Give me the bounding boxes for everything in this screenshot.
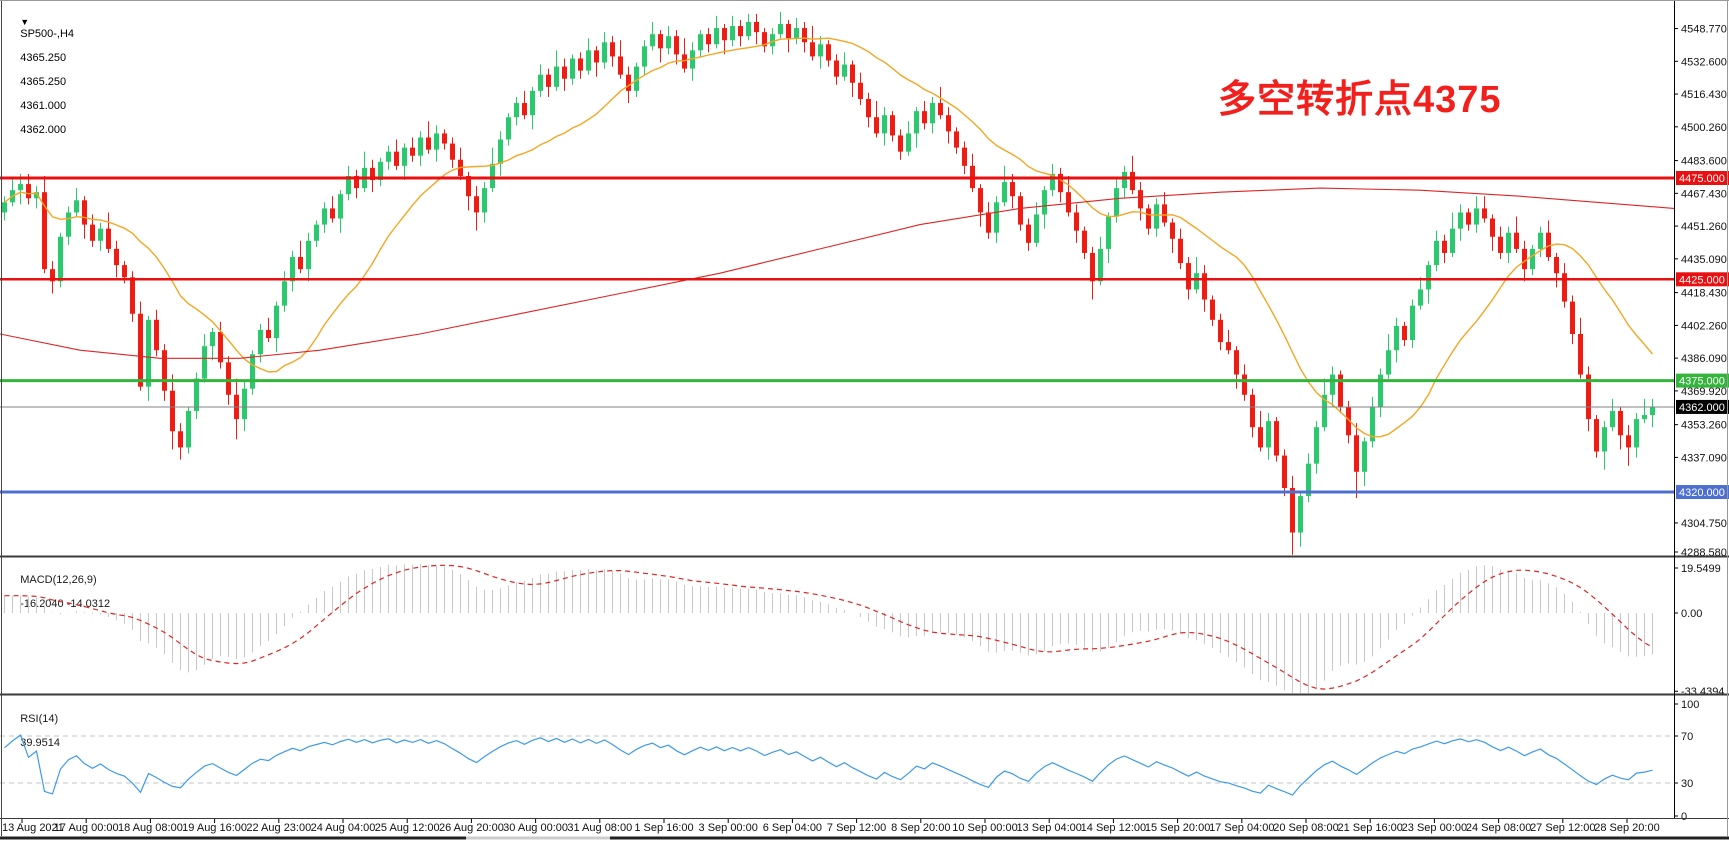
symbol-title: SP500-,H4: [20, 28, 75, 40]
svg-text:4516.430: 4516.430: [1681, 89, 1727, 101]
svg-text:1 Sep 16:00: 1 Sep 16:00: [634, 822, 693, 834]
svg-text:10 Sep 00:00: 10 Sep 00:00: [952, 822, 1017, 834]
quote-close: 4362.000: [20, 124, 67, 136]
quote-open: 4365.250: [20, 52, 67, 64]
macd-pane: 19.5499 0.00 -33.4394: [4, 563, 1724, 698]
rsi-indicator-label: RSI(14) 39.9514: [8, 701, 60, 761]
svg-text:4362.000: 4362.000: [1679, 402, 1725, 414]
svg-text:4353.260: 4353.260: [1681, 420, 1727, 432]
svg-text:4320.000: 4320.000: [1679, 487, 1725, 499]
svg-text:6 Sep 04:00: 6 Sep 04:00: [763, 822, 822, 834]
svg-text:4386.090: 4386.090: [1681, 353, 1727, 365]
svg-text:28 Sep 20:00: 28 Sep 20:00: [1594, 822, 1659, 834]
svg-text:17 Sep 04:00: 17 Sep 04:00: [1209, 822, 1274, 834]
svg-text:4375.000: 4375.000: [1679, 376, 1725, 388]
ma-fast-line: [4, 37, 1654, 438]
svg-text:4532.600: 4532.600: [1681, 56, 1727, 68]
quote-high: 4365.250: [20, 76, 67, 88]
rsi-name: RSI(14): [20, 713, 59, 725]
macd-values: -16.2040 -14.0312: [20, 598, 111, 610]
svg-text:4304.750: 4304.750: [1681, 518, 1727, 530]
svg-text:-33.4394: -33.4394: [1681, 686, 1724, 698]
svg-text:4500.260: 4500.260: [1681, 122, 1727, 134]
symbol-dropdown-icon[interactable]: ▼: [20, 17, 30, 27]
price-axis: 4548.770 4532.600 4516.430 4500.260 4483.600…: [1674, 24, 1727, 559]
svg-text:18 Aug 08:00: 18 Aug 08:00: [118, 822, 183, 834]
svg-text:30 Aug 00:00: 30 Aug 00:00: [503, 822, 568, 834]
svg-text:24 Sep 08:00: 24 Sep 08:00: [1466, 822, 1531, 834]
svg-text:31 Aug 08:00: 31 Aug 08:00: [567, 822, 632, 834]
svg-text:23 Sep 00:00: 23 Sep 00:00: [1402, 822, 1467, 834]
svg-text:21 Sep 16:00: 21 Sep 16:00: [1337, 822, 1402, 834]
svg-text:25 Aug 12:00: 25 Aug 12:00: [375, 822, 440, 834]
svg-text:19 Aug 16:00: 19 Aug 16:00: [182, 822, 247, 834]
svg-text:26 Aug 20:00: 26 Aug 20:00: [439, 822, 504, 834]
svg-text:4483.600: 4483.600: [1681, 156, 1727, 168]
candles-layer: [2, 11, 1655, 555]
rsi-line: [4, 734, 1653, 796]
svg-text:4451.260: 4451.260: [1681, 221, 1727, 233]
rsi-pane: 100 70 30 0: [0, 699, 1699, 823]
symbol-header: ▼ SP500-,H4 4365.250 4365.250 4361.000 4…: [8, 4, 74, 148]
rsi-value: 39.9514: [20, 737, 60, 749]
macd-name: MACD(12,26,9): [20, 574, 97, 586]
svg-text:4435.090: 4435.090: [1681, 254, 1727, 266]
svg-text:15 Sep 20:00: 15 Sep 20:00: [1145, 822, 1210, 834]
svg-text:4418.430: 4418.430: [1681, 288, 1727, 300]
svg-text:8 Sep 20:00: 8 Sep 20:00: [891, 822, 950, 834]
svg-text:17 Aug 00:00: 17 Aug 00:00: [54, 822, 119, 834]
svg-text:4425.000: 4425.000: [1679, 274, 1725, 286]
svg-text:7 Sep 12:00: 7 Sep 12:00: [827, 822, 886, 834]
svg-text:4402.260: 4402.260: [1681, 320, 1727, 332]
svg-text:100: 100: [1681, 699, 1699, 711]
svg-text:4337.090: 4337.090: [1681, 452, 1727, 464]
svg-text:0: 0: [1681, 811, 1687, 823]
svg-text:14 Sep 12:00: 14 Sep 12:00: [1081, 822, 1146, 834]
svg-text:20 Sep 08:00: 20 Sep 08:00: [1273, 822, 1338, 834]
chart-annotation-text: 多空转折点4375: [1218, 79, 1502, 121]
svg-text:4369.920: 4369.920: [1681, 386, 1727, 398]
quote-low: 4361.000: [20, 100, 67, 112]
svg-text:13 Sep 04:00: 13 Sep 04:00: [1016, 822, 1081, 834]
ma-slow-line: [0, 187, 1675, 359]
svg-text:22 Aug 23:00: 22 Aug 23:00: [246, 822, 311, 834]
svg-text:70: 70: [1681, 731, 1693, 743]
macd-indicator-label: MACD(12,26,9) -16.2040 -14.0312: [8, 562, 110, 622]
svg-text:3 Sep 00:00: 3 Sep 00:00: [699, 822, 758, 834]
svg-text:4475.000: 4475.000: [1679, 173, 1725, 185]
svg-text:4548.770: 4548.770: [1681, 24, 1727, 36]
svg-text:13 Aug 2021: 13 Aug 2021: [2, 822, 64, 834]
macd-signal-line: [4, 564, 1653, 690]
svg-text:30: 30: [1681, 778, 1693, 790]
svg-text:27 Sep 12:00: 27 Sep 12:00: [1530, 822, 1595, 834]
svg-text:19.5499: 19.5499: [1681, 563, 1721, 575]
svg-text:0.00: 0.00: [1681, 608, 1702, 620]
svg-text:24 Aug 04:00: 24 Aug 04:00: [311, 822, 376, 834]
svg-text:4467.430: 4467.430: [1681, 188, 1727, 200]
